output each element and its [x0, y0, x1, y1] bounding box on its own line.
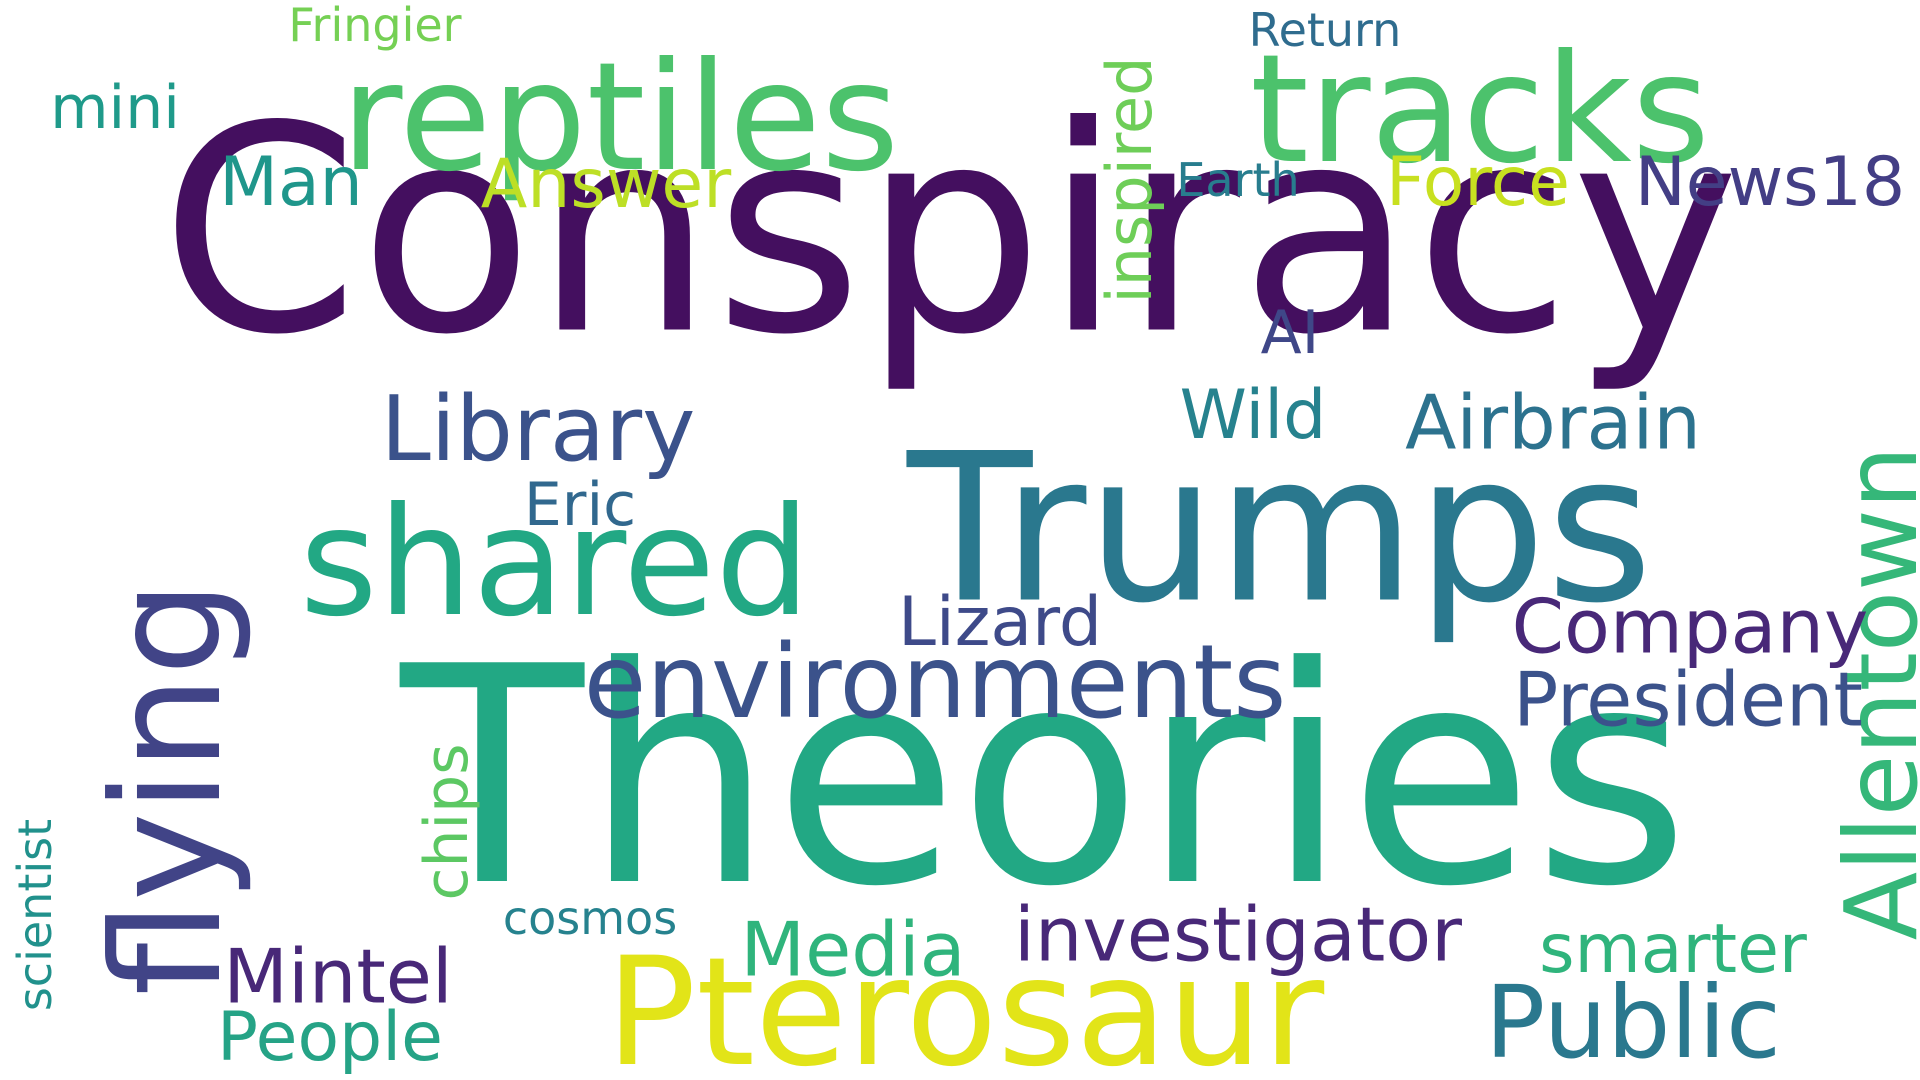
word-reptiles: reptiles — [340, 31, 900, 205]
word-fringier: Fringier — [288, 0, 462, 52]
word-lizard: Lizard — [897, 583, 1103, 662]
word-return: Return — [1248, 3, 1402, 57]
word-company: Company — [1511, 582, 1869, 671]
word-environments: environments — [583, 623, 1287, 742]
word-eric: Eric — [523, 470, 637, 540]
word-smarter: smarter — [1539, 910, 1807, 989]
word-trumps: Trumps — [907, 410, 1653, 649]
word-tracks: tracks — [1250, 23, 1710, 197]
word-wild: Wild — [1179, 376, 1327, 455]
word-president: President — [1513, 655, 1863, 744]
word-man: Man — [219, 143, 363, 222]
word-airbrain: Airbrain — [1405, 378, 1701, 467]
word-library: Library — [380, 377, 696, 482]
word-earth: Earth — [1176, 153, 1300, 207]
word-scientist: scientist — [8, 818, 62, 1012]
word-theories: Theories — [400, 603, 1690, 952]
word-investigator: investigator — [1014, 890, 1462, 979]
word-inspired: inspired — [1093, 56, 1166, 304]
word-mini: mini — [50, 73, 180, 143]
word-chips: chips — [412, 743, 482, 901]
word-force: Force — [1386, 143, 1570, 222]
word-news18: News18 — [1634, 143, 1906, 222]
word-mintel: Mintel — [223, 932, 453, 1021]
word-people: People — [217, 998, 443, 1077]
word-conspiracy: Conspiracy — [160, 65, 1740, 398]
word-media: Media — [740, 905, 966, 994]
word-answer: Answer — [480, 145, 732, 224]
word-public: Public — [1485, 964, 1781, 1080]
word-ai: AI — [1260, 298, 1320, 368]
word-cosmos: cosmos — [502, 891, 678, 945]
word-pterosaur: Pterosaur — [605, 926, 1325, 1080]
word-flying: flying — [81, 580, 255, 996]
word-shared: shared — [299, 476, 811, 650]
